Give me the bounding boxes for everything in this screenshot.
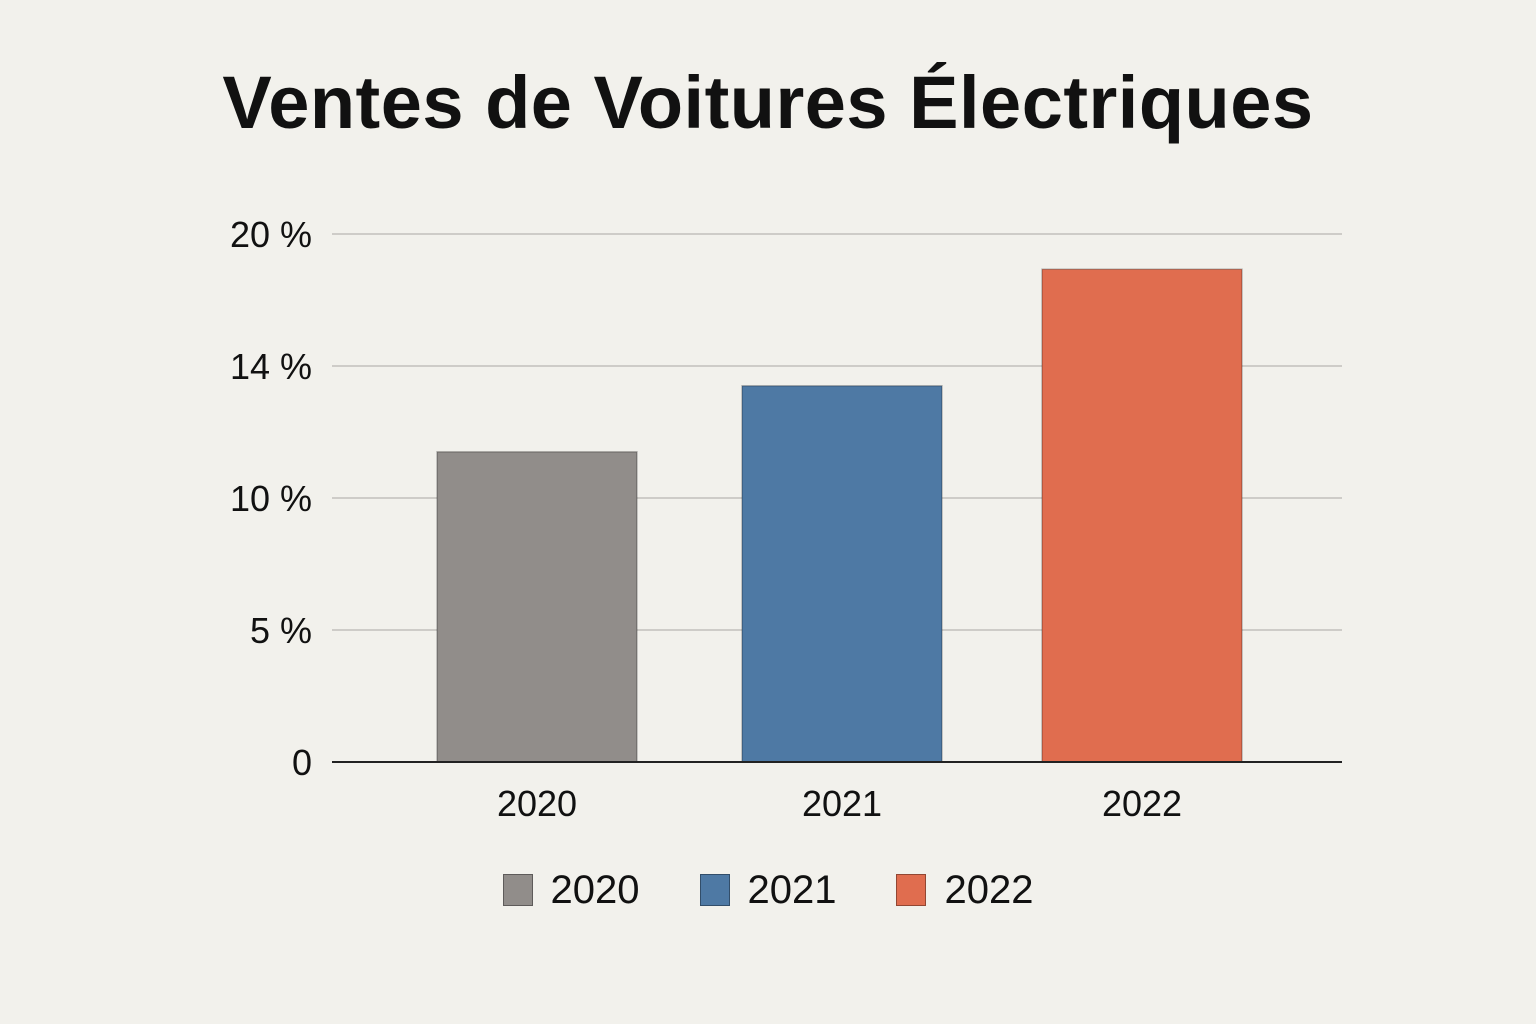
y-tick-label: 5 %	[250, 610, 312, 651]
bars	[436, 268, 1243, 763]
bar-2021	[741, 385, 943, 763]
y-tick-label: 0	[292, 742, 312, 783]
bar-2022	[1041, 268, 1243, 763]
legend-swatch	[699, 874, 730, 906]
y-tick-label: 10 %	[230, 478, 312, 519]
legend-swatch	[896, 874, 927, 906]
y-tick-label: 14 %	[230, 346, 312, 387]
x-tick-label: 2022	[1102, 783, 1182, 824]
y-tick-label: 20 %	[230, 214, 312, 255]
y-axis-ticks: 0 5 % 10 % 14 % 20 %	[230, 214, 312, 783]
legend-item-2020: 2020	[502, 868, 640, 912]
x-axis-ticks: 2020 2021 2022	[497, 783, 1182, 824]
x-tick-label: 2021	[802, 783, 882, 824]
legend-item-2022: 2022	[896, 870, 1033, 910]
legend-swatch	[502, 874, 533, 906]
legend-label: 2021	[747, 868, 837, 912]
bar-2020	[436, 451, 638, 763]
x-tick-label: 2020	[497, 783, 577, 824]
legend: 2020 2021 2022	[0, 870, 1536, 910]
legend-item-2021: 2021	[699, 868, 837, 912]
legend-label: 2022	[944, 868, 1034, 912]
legend-label: 2020	[550, 868, 640, 912]
chart-title: Ventes de Voitures Électriques	[222, 61, 1314, 144]
